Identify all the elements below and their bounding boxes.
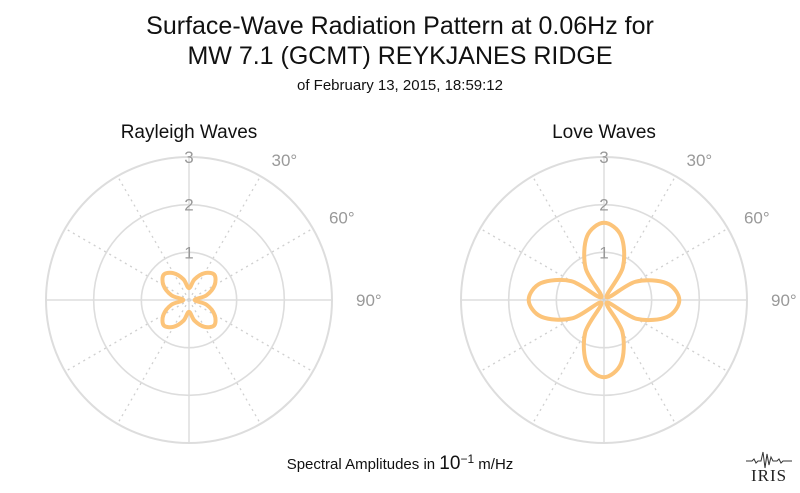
rayleigh-ring-3 [45, 156, 333, 444]
love-radial-tick-label: 2 [599, 196, 608, 215]
rayleigh-radiation-curve [160, 270, 218, 330]
amplitude-units-caption: Spectral Amplitudes in 10−1 m/Hz [0, 452, 800, 475]
love-radiation-curve [526, 220, 682, 380]
units-caption-unit: m/Hz [478, 456, 514, 473]
rayleigh-angle-tick-label: 60° [329, 209, 355, 228]
love-chart-title: Love Waves [552, 122, 656, 143]
rayleigh-angle-tick-label: 90° [356, 291, 382, 310]
seismogram-icon [746, 451, 792, 469]
iris-logo: IRIS [744, 448, 794, 488]
rayleigh-radial-tick-label: 3 [184, 148, 193, 167]
units-caption-base: 10 [439, 453, 461, 474]
love-ring-3 [460, 156, 748, 444]
rayleigh-angle-tick-label: 30° [272, 151, 298, 170]
rayleigh-radial-tick-label: 1 [184, 243, 193, 262]
love-angle-tick-label: 60° [744, 209, 770, 228]
chart-title-line-2: MW 7.1 (GCMT) REYKJANES RIDGE [187, 42, 613, 70]
rayleigh-spoke-30 [188, 175, 262, 301]
rayleigh-spoke-120 [188, 299, 314, 373]
love-ring-2 [507, 203, 701, 397]
rayleigh-spoke-240 [64, 299, 190, 373]
love-angle-tick-label: 30° [687, 151, 713, 170]
love-ring-1 [555, 251, 653, 349]
rayleigh-spoke-210 [116, 299, 190, 425]
rayleigh-chart-title: Rayleigh Waves [121, 122, 258, 143]
rayleigh-spoke-150 [188, 299, 262, 425]
chart-title-line-1: Surface-Wave Radiation Pattern at 0.06Hz… [146, 12, 654, 40]
love-radial-tick-label: 1 [599, 243, 608, 262]
love-radial-tick-label: 3 [599, 148, 608, 167]
rayleigh-spoke-60 [188, 227, 314, 301]
rayleigh-spoke-300 [64, 227, 190, 301]
love-angle-tick-label: 90° [771, 291, 797, 310]
chart-subtitle: of February 13, 2015, 18:59:12 [297, 77, 503, 94]
rayleigh-radial-tick-label: 2 [184, 196, 193, 215]
iris-logo-text: IRIS [750, 466, 788, 485]
rayleigh-spoke-330 [116, 175, 190, 301]
rayleigh-ring-2 [92, 203, 286, 397]
rayleigh-ring-1 [140, 251, 238, 349]
units-caption-prefix: Spectral Amplitudes in [286, 456, 436, 473]
units-caption-exponent: −1 [460, 452, 475, 466]
